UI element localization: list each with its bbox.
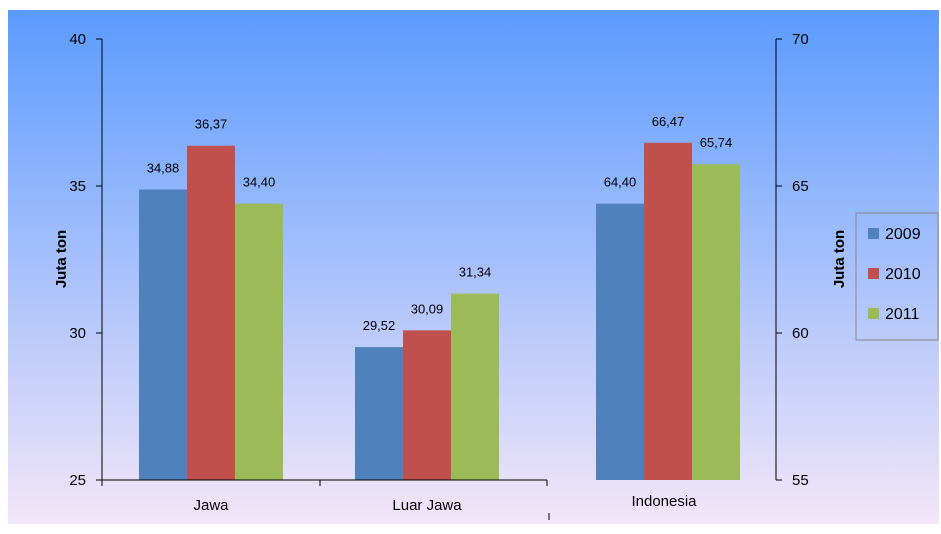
y-axis-right-tick-label-65: 65 [792,178,809,195]
y-axis-left-tick-label-25: 25 [69,472,86,489]
bar-luar-jawa-2010 [403,330,451,480]
data-label-jawa-2011: 34,40 [243,175,276,190]
bar-indonesia-2009 [596,203,644,480]
data-label-jawa-2010: 36,37 [195,117,228,132]
bar-luar-jawa-2011 [451,293,499,480]
data-label-indonesia-2010: 66,47 [652,114,685,129]
y-axis-left-tick-label-40: 40 [69,31,86,48]
axes [101,39,777,520]
data-label-luar-jawa-2009: 29,52 [363,318,396,333]
legend-label-2010: 2010 [885,266,921,283]
y-axis-left-title: Juta ton [53,230,70,288]
data-label-luar-jawa-2010: 30,09 [411,301,444,316]
bar-luar-jawa-2009 [355,347,403,480]
y-axis-right-title: Juta ton [831,230,848,288]
y-axis-right-tick-label-70: 70 [792,31,809,48]
bar-jawa-2009 [139,189,187,480]
bar-indonesia-2011 [692,164,740,480]
data-label-luar-jawa-2011: 31,34 [459,265,492,280]
legend-swatch-2010 [868,268,879,279]
legend: 2009 2010 2011 [855,212,939,341]
bar-jawa-2011 [235,203,283,480]
y-axis-left-tick-label-35: 35 [69,178,86,195]
legend-swatch-2009 [868,228,879,239]
data-label-indonesia-2009: 64,40 [604,175,637,190]
y-axis-left-tick-label-30: 30 [69,325,86,342]
y-axis-right-tick-label-60: 60 [792,325,809,342]
bar-jawa-2010 [187,145,235,481]
legend-swatch-2011 [868,308,879,319]
data-label-indonesia-2011: 65,74 [700,135,733,150]
legend-box [855,212,939,341]
y-axis-right-tick-label-55: 55 [792,472,809,489]
category-label-luar-jawa: Luar Jawa [392,497,462,514]
legend-label-2009: 2009 [885,226,921,243]
bar-indonesia-2010 [644,142,692,481]
category-label-jawa: Jawa [193,497,229,514]
data-label-jawa-2009: 34,88 [147,161,180,176]
category-label-indonesia: Indonesia [631,493,697,510]
legend-label-2011: 2011 [885,306,920,323]
